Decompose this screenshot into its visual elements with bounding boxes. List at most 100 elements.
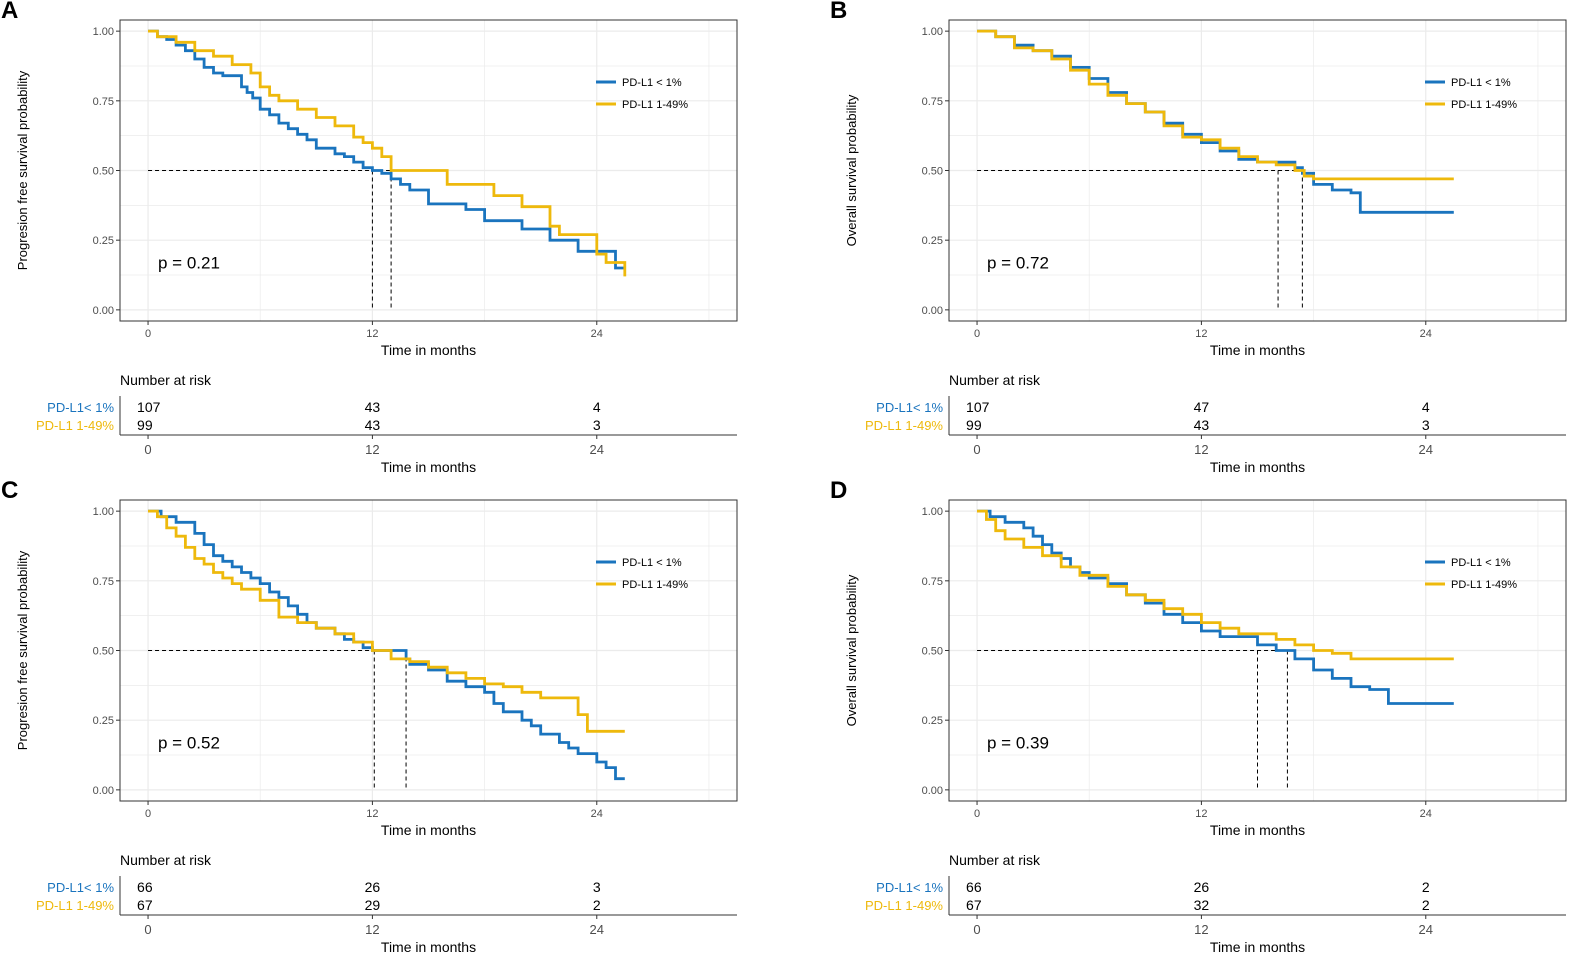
km-curve-pdl1-1-49	[148, 509, 625, 733]
risk-table-x-tick-label: 12	[365, 922, 379, 937]
risk-row-label: PD-L1 1-49%	[865, 898, 943, 913]
risk-row-label: PD-L1 1-49%	[36, 898, 114, 913]
panel-letter: D	[830, 477, 847, 504]
risk-value: 107	[966, 399, 990, 415]
y-tick-label: 0.50	[922, 646, 943, 658]
km-curve-pdl1-1-49	[977, 29, 1454, 181]
km-curve-pdl1-1-49	[148, 29, 627, 277]
km-curve-pdl1-lt1	[977, 509, 1454, 705]
risk-table-x-tick-label: 0	[973, 922, 980, 937]
risk-table-x-title: Time in months	[381, 459, 476, 475]
y-tick-label: 0.25	[93, 235, 114, 247]
legend-label: PD-L1 1-49%	[1451, 579, 1517, 591]
y-tick-label: 0.50	[93, 646, 114, 658]
panel-b: B 0.00 0.25 0.50 0.75 1.00 0 12 24 Time in months…	[830, 0, 1567, 475]
km-curve-pdl1-lt1	[148, 509, 625, 781]
risk-table-title: Number at risk	[120, 852, 212, 868]
panel-letter: A	[1, 0, 18, 24]
risk-value: 3	[593, 879, 601, 895]
risk-row-label: PD-L1 1-49%	[865, 418, 943, 433]
risk-value: 4	[593, 399, 601, 415]
y-tick-label: 0.75	[922, 576, 943, 588]
risk-value: 67	[966, 897, 982, 913]
risk-value: 2	[593, 897, 601, 913]
y-tick-label: 0.75	[93, 96, 114, 108]
p-value: p = 0.39	[987, 733, 1049, 752]
legend-label: PD-L1 1-49%	[622, 579, 688, 591]
risk-table-x-tick-label: 12	[365, 442, 379, 457]
risk-row-label: PD-L1< 1%	[47, 400, 114, 415]
y-tick-label: 0.25	[922, 715, 943, 727]
x-tick-label: 12	[1195, 808, 1207, 820]
x-axis-title: Time in months	[381, 822, 476, 838]
y-tick-label: 0.75	[93, 576, 114, 588]
risk-table-x-title: Time in months	[1210, 459, 1305, 475]
y-tick-label: 0.00	[922, 305, 943, 317]
legend-label: PD-L1 < 1%	[622, 557, 682, 569]
risk-table-title: Number at risk	[949, 852, 1041, 868]
y-tick-label: 1.00	[93, 26, 114, 38]
risk-value: 26	[1194, 879, 1210, 895]
y-axis-title: Progresion free survival probability	[15, 70, 30, 270]
panel-letter: C	[1, 477, 18, 504]
risk-table-x-tick-label: 24	[1419, 922, 1433, 937]
risk-value: 43	[365, 399, 381, 415]
x-tick-label: 12	[366, 328, 378, 340]
x-tick-label: 24	[1420, 808, 1432, 820]
x-axis-title: Time in months	[381, 342, 476, 358]
risk-row-label: PD-L1< 1%	[876, 400, 943, 415]
y-tick-label: 1.00	[922, 506, 943, 518]
y-tick-label: 0.50	[922, 166, 943, 178]
panel-letter: B	[830, 0, 847, 24]
y-tick-label: 0.50	[93, 166, 114, 178]
x-tick-label: 0	[974, 328, 980, 340]
legend-label: PD-L1 < 1%	[1451, 77, 1511, 89]
risk-table-x-title: Time in months	[381, 939, 476, 955]
risk-value: 66	[966, 879, 982, 895]
y-tick-label: 0.00	[93, 305, 114, 317]
risk-table-title: Number at risk	[949, 372, 1041, 388]
x-tick-label: 24	[591, 328, 603, 340]
y-axis-title: Progresion free survival probability	[15, 550, 30, 750]
risk-table-x-tick-label: 0	[144, 442, 151, 457]
y-tick-label: 0.00	[922, 785, 943, 797]
panel-d: D 0.00 0.25 0.50 0.75 1.00 0 12 24 Time in months…	[830, 477, 1567, 955]
x-axis-title: Time in months	[1210, 342, 1305, 358]
y-tick-label: 0.75	[922, 96, 943, 108]
panel-a: A 0.00 0.25 0.50 0.75 1.00 0 12 24 Time in months…	[1, 0, 738, 475]
risk-value: 32	[1194, 897, 1210, 913]
risk-value: 26	[365, 879, 381, 895]
risk-table-x-tick-label: 24	[590, 922, 604, 937]
y-tick-label: 0.25	[93, 715, 114, 727]
panel-c: C 0.00 0.25 0.50 0.75 1.00 0 12 24 Time in months…	[1, 477, 738, 955]
risk-value: 67	[137, 897, 153, 913]
y-tick-label: 1.00	[922, 26, 943, 38]
risk-table-x-tick-label: 12	[1194, 442, 1208, 457]
risk-table-x-tick-label: 0	[144, 922, 151, 937]
risk-value: 43	[1194, 417, 1210, 433]
risk-table-x-tick-label: 24	[590, 442, 604, 457]
risk-value: 3	[593, 417, 601, 433]
legend-label: PD-L1 1-49%	[1451, 99, 1517, 111]
risk-value: 2	[1422, 897, 1430, 913]
km-curve-pdl1-lt1	[148, 29, 625, 270]
risk-row-label: PD-L1 1-49%	[36, 418, 114, 433]
risk-row-label: PD-L1< 1%	[876, 880, 943, 895]
p-value: p = 0.72	[987, 253, 1049, 272]
p-value: p = 0.52	[158, 733, 220, 752]
risk-table-x-title: Time in months	[1210, 939, 1305, 955]
risk-table-x-tick-label: 24	[1419, 442, 1433, 457]
x-tick-label: 0	[145, 808, 151, 820]
legend-label: PD-L1 1-49%	[622, 99, 688, 111]
y-tick-label: 1.00	[93, 506, 114, 518]
x-tick-label: 0	[145, 328, 151, 340]
risk-value: 29	[365, 897, 381, 913]
risk-value: 99	[137, 417, 153, 433]
risk-row-label: PD-L1< 1%	[47, 880, 114, 895]
risk-value: 2	[1422, 879, 1430, 895]
risk-table-x-tick-label: 0	[973, 442, 980, 457]
x-tick-label: 0	[974, 808, 980, 820]
risk-value: 3	[1422, 417, 1430, 433]
risk-table-title: Number at risk	[120, 372, 212, 388]
